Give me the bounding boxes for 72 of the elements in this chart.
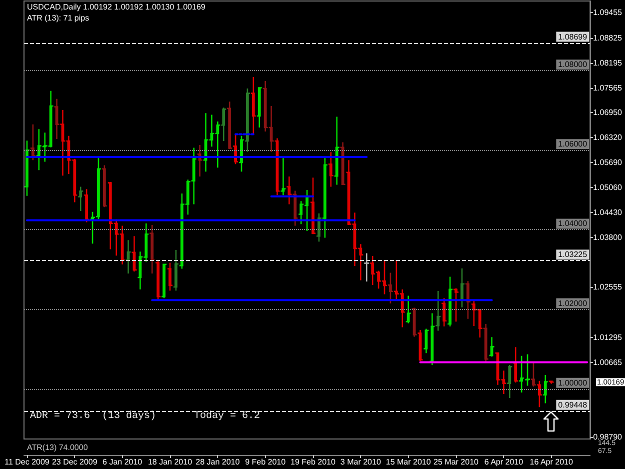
candlestick [131,235,138,272]
x-tick-label: 11 Dec 2009 [4,458,50,466]
y-tick-label: 1.02555 [593,282,623,292]
candlestick [363,252,370,282]
x-tick-label: 23 Dec 2009 [52,458,98,466]
candlestick [148,224,156,274]
candlestick [196,144,203,178]
candlestick [429,312,436,366]
x-tick-label: 19 Feb 2010 [290,458,336,466]
candlestick [506,364,513,399]
x-tick-label: 3 Mar 2010 [340,458,382,466]
ref-line-label: 1.02000 [558,298,588,308]
candlestick [286,176,292,205]
y-tick-label: 1.06950 [593,108,623,117]
candlestick [54,98,60,140]
y-tick-label: 1.08825 [593,33,623,42]
y-tick-label: 1.07565 [593,83,623,92]
candlestick [369,255,376,286]
y-tick-label: 1.06320 [593,132,623,142]
candlestick [548,380,555,384]
text: ATR(13) 74.0000 [27,443,88,452]
candlestick [77,186,84,212]
y-tick-label: 1.05690 [593,158,623,168]
y-tick-label: 1.09455 [593,8,623,18]
candlestick [30,124,36,161]
candlestick [220,106,227,142]
y-tick-label: 1.01295 [593,332,623,342]
candlestick [518,355,525,394]
ref-line-label: 1.03225 [558,250,588,260]
y-tick-label: 1.04430 [593,208,623,218]
candlestick [166,262,174,292]
candlestick [125,239,132,274]
y-tick-label: 1.05060 [593,183,623,192]
candlestick [488,336,495,358]
candlestick [405,295,412,324]
x-tick-label: 15 Mar 2010 [386,458,432,466]
x-tick-label: 6 Jan 2010 [102,458,143,466]
candlestick [387,272,394,304]
candlestick [452,288,460,322]
y-tick-label: 1.00665 [593,358,623,367]
y-tick-label: 1.08195 [593,58,623,68]
candlestick [172,249,180,292]
y-tick-label: 1.03800 [593,233,623,242]
candlestick [256,86,263,128]
annotation: ADR = 73.6 (13 days) [30,411,156,422]
x-tick-label: 6 Apr 2010 [484,458,524,466]
x-tick-label: 25 Mar 2010 [434,458,480,466]
ref-line-label: 1.08000 [558,60,588,70]
ref-line-label: 1.08699 [558,32,588,42]
ref-line-label: 0.99448 [558,400,588,410]
candlestick [250,76,257,135]
candlestick [328,152,334,188]
ref-line-label: 1.04000 [558,219,588,228]
candlestick [280,157,286,196]
candlestick [298,200,304,225]
text: ATR (13): 71 pips [27,14,90,22]
x-tick-label: 16 Apr 2010 [530,458,574,466]
candlestick [524,354,531,386]
x-tick-label: 18 Jan 2010 [148,458,193,466]
candlestick [334,116,340,186]
ref-line-label: 1.06000 [558,140,588,149]
annotation: Today = 6.2 [194,411,260,422]
candlestick [530,362,537,388]
candlestick [536,380,543,408]
candlestick [464,280,472,320]
ref-line-label: 1.00000 [558,378,588,388]
x-tick-label: 28 Jan 2010 [196,458,240,466]
candlestick [542,374,549,404]
x-tick-label: 9 Feb 2010 [245,458,286,466]
chart-title: USDCAD,Daily 1.00192 1.00192 1.00130 1.00169 [27,2,206,12]
candlestick [434,290,442,332]
candlestick [512,346,519,384]
